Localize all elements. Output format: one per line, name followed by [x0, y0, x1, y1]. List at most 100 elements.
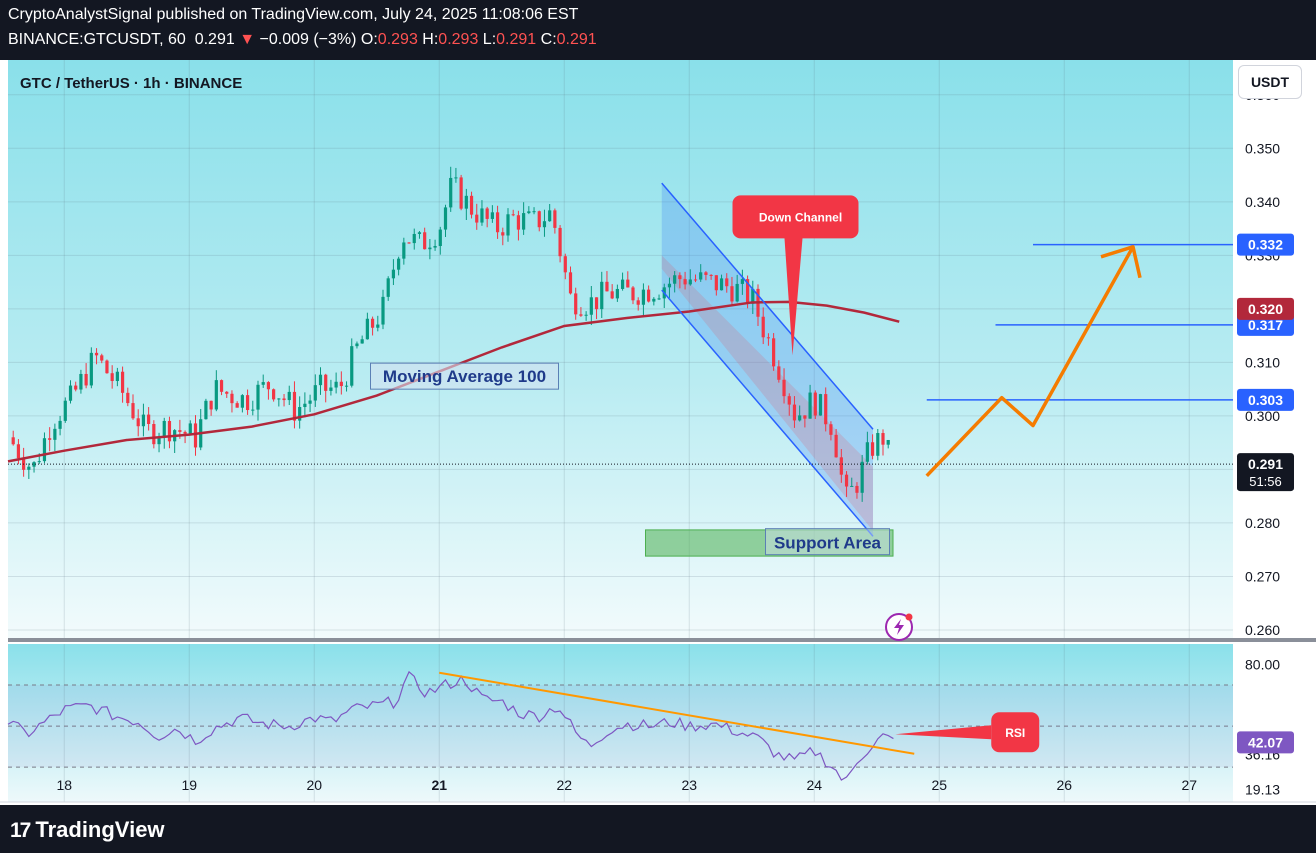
support-area-label: Support Area [774, 534, 882, 553]
chart-svg[interactable]: Moving Average 100 Support Area Down Chann… [0, 60, 1316, 805]
candle-body [881, 433, 885, 445]
rsi-axis-label: 19.13 [1245, 781, 1280, 797]
support-area-label-box [765, 528, 890, 556]
candle-body [27, 466, 31, 470]
candle-body [490, 212, 494, 219]
candle-body [818, 394, 823, 416]
tv-logo-text: TradingView [35, 817, 165, 842]
low-label: L: [482, 31, 497, 48]
candle-body [772, 338, 776, 367]
candle-body [745, 279, 750, 304]
candle-body [381, 296, 385, 325]
candle-body [370, 318, 375, 328]
support-area-zone [645, 529, 894, 557]
candle-body [652, 298, 656, 302]
candle-body [506, 214, 510, 236]
candle-body [433, 246, 437, 248]
candle-body [178, 430, 182, 432]
candle-body [37, 461, 41, 463]
candle-body [558, 227, 562, 257]
candle-body [235, 403, 239, 408]
rsi-axis-label: 80.00 [1245, 657, 1280, 673]
candle-body [251, 409, 255, 411]
rsi-callout-box [991, 712, 1040, 753]
candle-body [245, 395, 250, 411]
time-axis-label: 24 [806, 777, 822, 793]
candle-body [792, 404, 797, 421]
candle-body [365, 318, 369, 340]
candle-body [266, 382, 271, 390]
candle-body [162, 420, 166, 438]
down-channel-lower [661, 289, 874, 537]
time-axis-label: 25 [931, 777, 947, 793]
candle-body [141, 414, 146, 427]
lightning-icon[interactable] [885, 613, 913, 641]
candle-body [193, 423, 198, 448]
candle-body [782, 379, 786, 397]
main-pane-bg [8, 60, 1233, 638]
candle-body [657, 298, 661, 300]
price-axis-label: 0.270 [1245, 568, 1280, 584]
candle-body [402, 242, 406, 259]
footer: 17 TradingView [0, 805, 1316, 853]
candle-body [610, 291, 614, 299]
price-axis-label: 0.350 [1245, 140, 1280, 156]
candle-body [183, 431, 187, 434]
candle-body [673, 275, 677, 284]
currency-button[interactable]: USDT [1238, 65, 1302, 99]
candle-body [261, 382, 265, 385]
candle-body [594, 297, 599, 310]
candle-body [219, 380, 224, 392]
candle-body [469, 195, 474, 215]
candle-body [318, 374, 323, 386]
candle-body [480, 208, 484, 223]
candle-body [443, 207, 448, 230]
high-value: 0.293 [438, 31, 479, 48]
candle-body [631, 287, 635, 301]
rsi-value-badge [1237, 731, 1294, 754]
down-channel-price-range [661, 255, 873, 531]
price-axis-label: 0.260 [1245, 622, 1280, 638]
chart-title: GTC / TetherUS · 1h · BINANCE [20, 75, 242, 92]
candle-body [850, 485, 854, 487]
candle-body [256, 384, 260, 410]
candle-body [360, 339, 364, 344]
candle-body [63, 400, 67, 421]
candle-body [428, 247, 432, 250]
down-channel-label: Down Channel [759, 210, 842, 224]
candle-body [475, 214, 479, 223]
candle-body [693, 279, 698, 281]
grid [8, 60, 1233, 802]
candle-body [532, 211, 536, 213]
level-price-badge [1237, 388, 1294, 411]
last-price-label: 0.291 [1248, 456, 1283, 472]
level-price-badge [1237, 233, 1294, 256]
candle-body [344, 385, 349, 387]
level-price-label: 0.332 [1248, 237, 1283, 253]
level-price-label: 0.317 [1248, 317, 1283, 333]
candle-body [667, 283, 672, 288]
candle-body [829, 424, 833, 435]
time-axis-label: 20 [306, 777, 322, 793]
candle-body [636, 300, 640, 305]
candle-body [58, 420, 62, 429]
candle-body [277, 398, 281, 400]
candle-body [308, 400, 312, 404]
moving-average-label-box [370, 362, 559, 390]
rsi-pane: RSI [7, 670, 1233, 781]
candle-body [751, 288, 755, 304]
candle-body [688, 279, 692, 285]
candle-body [464, 195, 468, 209]
publisher-line: CryptoAnalystSignal published on Trading… [8, 6, 579, 23]
chart-area[interactable]: Moving Average 100 Support Area Down Chann… [0, 60, 1316, 805]
candle-body [699, 272, 703, 280]
candle-body [282, 398, 286, 401]
tradingview-logo[interactable]: 17 TradingView [10, 817, 165, 843]
rsi-band [8, 685, 1233, 768]
candle-body [339, 381, 343, 387]
candle-body [131, 403, 135, 419]
rsi-line [7, 670, 894, 781]
candle-body [272, 389, 276, 400]
candle-body [407, 242, 411, 244]
candle-body [152, 424, 156, 445]
